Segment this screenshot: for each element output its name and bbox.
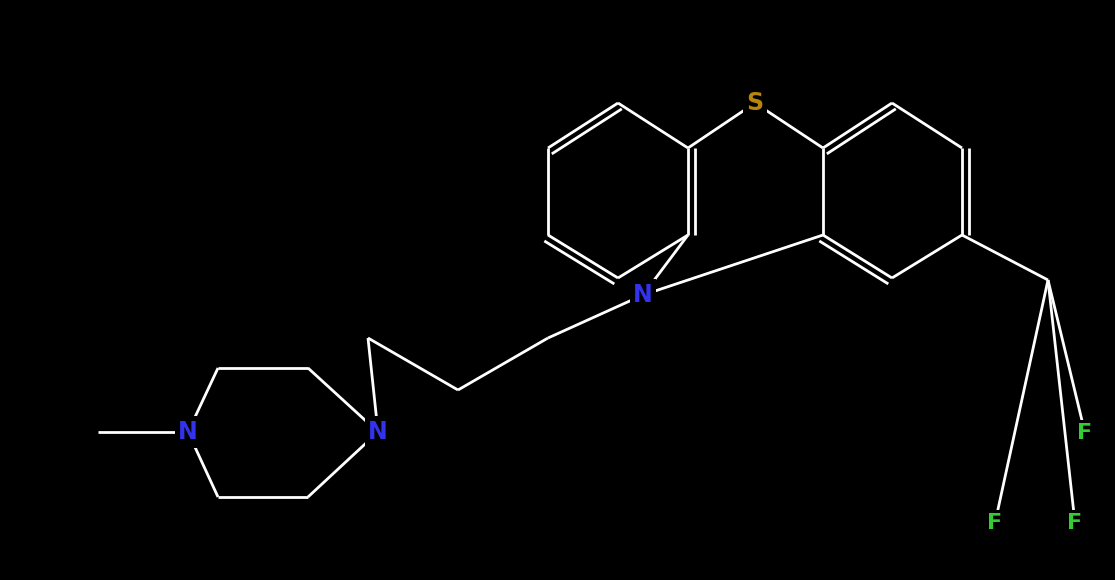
- Text: N: N: [178, 420, 197, 444]
- Text: N: N: [633, 283, 653, 307]
- Text: F: F: [988, 513, 1002, 533]
- Text: F: F: [1067, 513, 1083, 533]
- Text: N: N: [368, 420, 388, 444]
- Text: F: F: [1077, 423, 1093, 443]
- Text: S: S: [746, 91, 764, 115]
